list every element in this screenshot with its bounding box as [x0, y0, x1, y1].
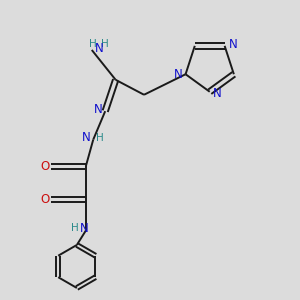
Text: H: H	[101, 39, 109, 49]
Text: N: N	[95, 42, 103, 55]
Text: N: N	[213, 87, 222, 101]
Text: N: N	[80, 222, 89, 235]
Text: H: H	[96, 133, 104, 143]
Text: N: N	[229, 38, 237, 51]
Text: H: H	[71, 223, 79, 233]
Text: H: H	[89, 39, 97, 49]
Text: O: O	[40, 160, 50, 173]
Text: N: N	[174, 68, 182, 81]
Text: O: O	[40, 193, 50, 206]
Text: N: N	[82, 131, 91, 144]
Text: N: N	[94, 103, 103, 116]
